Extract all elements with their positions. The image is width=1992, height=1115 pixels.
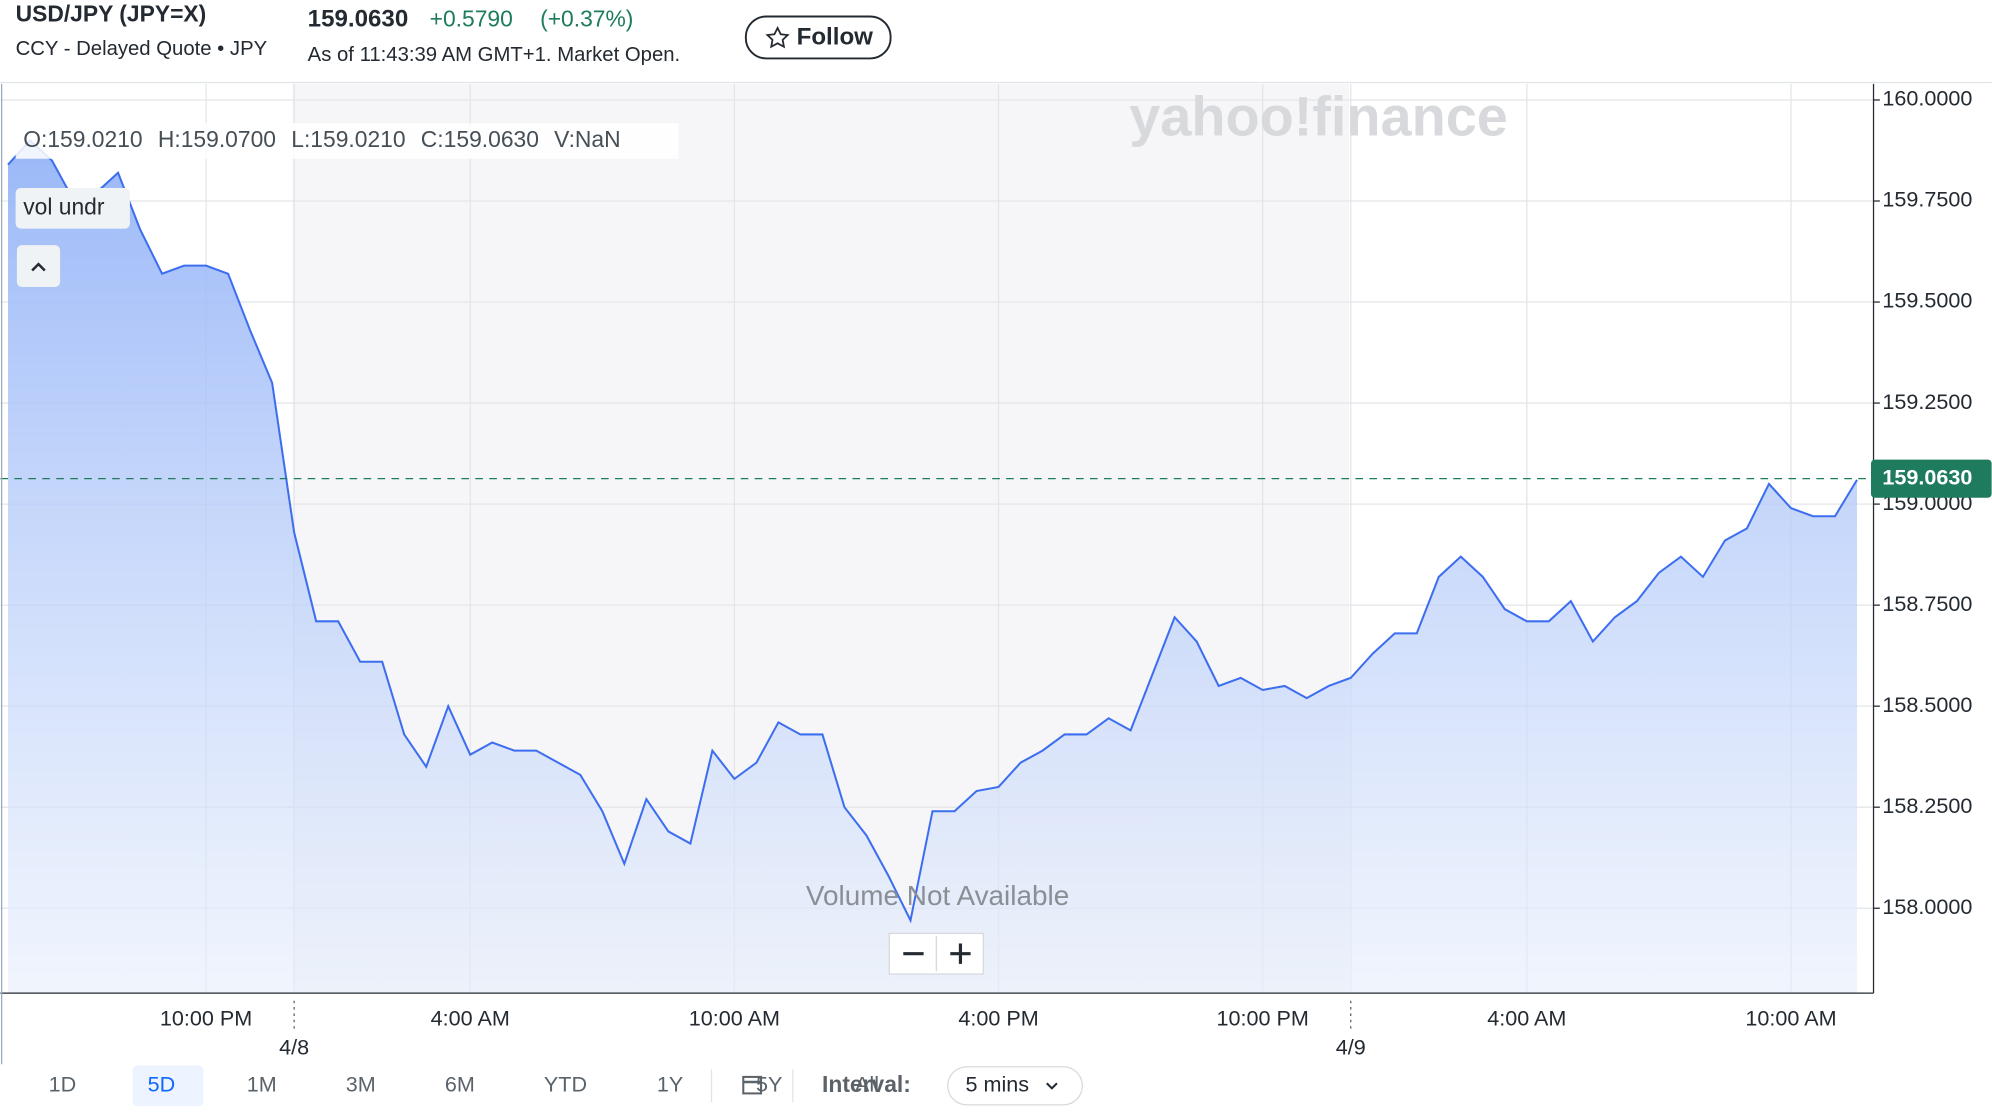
range-button[interactable]: 5D <box>148 1071 176 1096</box>
y-tick-label: 159.7500 <box>1882 187 1972 212</box>
range-button[interactable]: 1M <box>247 1071 277 1096</box>
x-tick-label: 10:00 PM <box>1216 1005 1308 1030</box>
date-label: 4/9 <box>1336 1035 1366 1060</box>
change-pct: (+0.37%) <box>540 5 633 31</box>
volume-note: Volume Not Available <box>806 880 1069 911</box>
x-tick-label: 10:00 PM <box>160 1005 252 1030</box>
change: +0.5790 <box>430 5 513 31</box>
y-tick-label: 158.2500 <box>1882 793 1972 818</box>
range-button[interactable]: 1D <box>49 1071 77 1096</box>
chevron-down <box>1046 1082 1058 1090</box>
range-button[interactable]: YTD <box>544 1071 587 1096</box>
x-tick-label: 4:00 PM <box>958 1005 1038 1030</box>
zoom-controls <box>888 932 984 975</box>
follow-frame <box>744 15 892 60</box>
price-line <box>7 138 1858 924</box>
y-tick-label: 158.7500 <box>1882 591 1972 616</box>
controls: 1D 5D 1M 3M 6M YTD 1Y 5Y All <box>49 1065 879 1107</box>
range-button[interactable]: 1Y <box>657 1071 683 1096</box>
watermark: yahoo!finance <box>1129 84 1508 147</box>
price: 159.0630 <box>308 6 409 33</box>
plot <box>0 138 1874 994</box>
y-tick-label: 158.5000 <box>1882 692 1972 717</box>
x-tick-label: 10:00 AM <box>689 1005 780 1030</box>
x-tick-label: 4:00 AM <box>431 1005 510 1030</box>
last-price-tag <box>1870 459 1992 498</box>
y-tick-label: 159.2500 <box>1882 389 1972 414</box>
y-tick-label: 159.5000 <box>1882 288 1972 313</box>
range-selected-bg <box>132 1065 204 1107</box>
y-tick-label: 158.0000 <box>1882 894 1972 919</box>
follow-button[interactable]: Follow <box>744 15 892 60</box>
ohlc-value: H:159.0700 <box>158 126 276 152</box>
range-button[interactable]: All <box>855 1071 879 1096</box>
range-button[interactable]: 6M <box>445 1071 475 1096</box>
interval-frame <box>947 1066 1083 1106</box>
follow-label: Follow <box>797 23 874 50</box>
collapse-frame <box>16 245 61 288</box>
subtitle: CCY - Delayed Quote • JPY <box>16 38 268 60</box>
interval-label: Interval: <box>822 1071 911 1097</box>
date-label: 4/8 <box>279 1035 309 1060</box>
vol-button[interactable]: vol undr <box>23 193 105 219</box>
star-icon <box>765 25 790 49</box>
x-tick-label: 4:00 AM <box>1487 1005 1566 1030</box>
ohlc-value: O:159.0210 <box>23 126 142 152</box>
area <box>7 140 1858 994</box>
symbol: USD/JPY (JPY=X) <box>16 0 207 26</box>
ohlc: O:159.0210 H:159.0700 L:159.0210 C:159.0630… <box>23 126 620 152</box>
calendar-icon <box>742 1075 763 1095</box>
range-button[interactable]: 3M <box>346 1071 376 1096</box>
calendar-button[interactable] <box>742 1075 763 1095</box>
collapse-button[interactable] <box>16 245 61 288</box>
ohlc-value: V:NaN <box>554 126 620 152</box>
ohlc-bg <box>15 123 679 159</box>
ohlc-value: C:159.0630 <box>421 126 539 152</box>
zoom-in[interactable] <box>950 943 971 964</box>
interval-dropdown[interactable]: 5 mins <box>947 1066 1083 1106</box>
y-tick-label: 160.0000 <box>1882 86 1972 111</box>
last-price-label: 159.0630 <box>1882 464 1972 489</box>
interval-value: 5 mins <box>966 1071 1030 1096</box>
ohlc-value: L:159.0210 <box>291 126 405 152</box>
as-of: As of 11:43:39 AM GMT+1. Market Open. <box>308 44 680 66</box>
vol-bg <box>15 187 130 229</box>
x-tick-label: 10:00 AM <box>1745 1005 1836 1030</box>
chevron-up <box>31 262 46 272</box>
